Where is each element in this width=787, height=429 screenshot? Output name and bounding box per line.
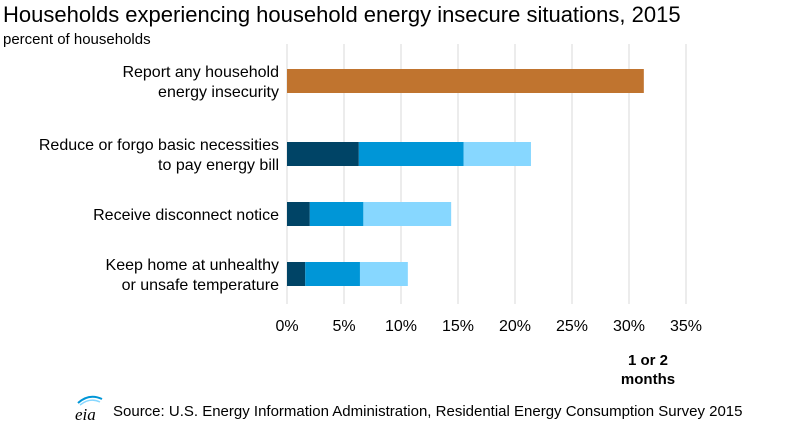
bar-segment-2 xyxy=(359,262,408,286)
bar-segment-2 xyxy=(463,142,531,166)
x-tick-label: 30% xyxy=(613,318,645,335)
x-tick-label: 25% xyxy=(556,318,588,335)
legend-some-months: Some months xyxy=(470,351,526,388)
x-tick-label: 35% xyxy=(670,318,702,335)
x-tick-labels: 0% 5% 10% 15% 20% 25% 30% 35% xyxy=(275,318,702,335)
chart-title: Households experiencing household energy… xyxy=(3,2,681,27)
source-note: Source: U.S. Energy Information Administ… xyxy=(113,403,743,420)
x-tick-label: 10% xyxy=(385,318,417,335)
x-tick-label: 15% xyxy=(442,318,474,335)
bar-total xyxy=(287,69,644,93)
bar-segment-0 xyxy=(287,202,310,226)
x-tick-label: 0% xyxy=(275,318,298,335)
x-tick-label: 5% xyxy=(332,318,355,335)
category-label: Keep home at unhealthy or unsafe temperat… xyxy=(106,257,280,294)
bar-segment-2 xyxy=(363,202,452,226)
bar-segment-1 xyxy=(309,202,364,226)
category-label: Reduce or forgo basic necessities to pay … xyxy=(39,137,279,174)
bars xyxy=(287,69,644,286)
category-label: Receive disconnect notice xyxy=(93,207,279,224)
legend-1-or-2-months: 1 or 2 months xyxy=(620,351,676,388)
category-label: Report any household energy insecurity xyxy=(122,64,279,101)
bar-segment-0 xyxy=(287,142,359,166)
legend-almost-every-month: Almost every month xyxy=(302,351,398,388)
bar-segment-1 xyxy=(305,262,360,286)
eia-logo-text: eia xyxy=(75,405,96,423)
bar-segment-1 xyxy=(358,142,464,166)
eia-logo-icon: eia xyxy=(75,395,103,423)
bar-segment-0 xyxy=(287,262,306,286)
x-tick-label: 20% xyxy=(499,318,531,335)
category-labels: Report any household energy insecurity Red… xyxy=(39,64,279,294)
chart-subtitle: percent of households xyxy=(3,31,151,48)
